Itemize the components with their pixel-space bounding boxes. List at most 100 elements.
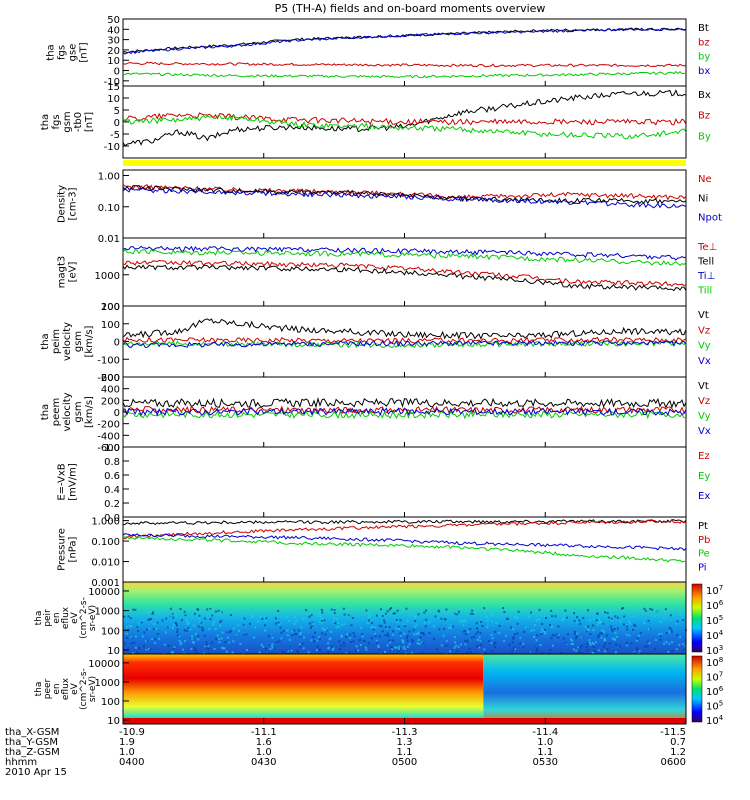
spectrogram-pixel <box>648 628 650 631</box>
spectrogram-pixel <box>437 609 440 612</box>
spectrogram-pixel <box>670 630 673 633</box>
spectrogram-pixel <box>271 636 274 639</box>
y-tick-label: 0.8 <box>104 457 120 468</box>
spectrogram-pixel <box>581 612 584 615</box>
spectrogram-pixel <box>494 641 497 644</box>
spectrogram-pixel <box>132 652 135 655</box>
spectrogram-pixel <box>179 643 182 646</box>
spectrogram-pixel <box>207 648 210 651</box>
spectrogram-pixel <box>319 621 321 623</box>
spectrogram-pixel <box>464 633 467 636</box>
spectrogram-pixel <box>269 644 272 647</box>
spectrogram-pixel <box>320 620 323 622</box>
spectrogram-pixel <box>349 633 351 636</box>
spectrogram-pixel <box>387 634 390 637</box>
spectrogram-pixel <box>563 613 566 615</box>
spectrogram-pixel <box>384 612 387 615</box>
spectrogram-pixel <box>600 620 603 623</box>
spectrogram-pixel <box>400 647 403 650</box>
spectrogram-pixel <box>575 635 578 638</box>
legend-entry: Vy <box>698 411 711 422</box>
spectrogram-pixel <box>128 625 131 627</box>
spectrogram-pixel <box>524 626 527 629</box>
spectrogram-pixel <box>644 645 646 648</box>
orbit-row-value: 0430 <box>251 757 276 768</box>
spectrogram-pixel <box>384 650 386 653</box>
spectrogram-pixel <box>333 612 336 615</box>
spectrogram-pixel <box>638 649 641 652</box>
spectrogram-pixel <box>419 631 422 634</box>
spectrogram-pixel <box>476 638 479 641</box>
y-tick-label: -200 <box>97 373 120 384</box>
spectrogram-pixel <box>280 637 283 640</box>
legend-entry: Bt <box>698 23 709 34</box>
spectrogram-pixel <box>398 628 401 630</box>
spectrogram-pixel <box>445 644 448 647</box>
spectrogram-pixel <box>592 624 594 627</box>
series-line-bz <box>122 61 687 68</box>
spectrogram-pixel <box>264 620 267 622</box>
y-axis-label: fgs <box>51 114 62 129</box>
spectrogram-pixel <box>218 641 221 644</box>
spectrogram-pixel <box>330 630 332 633</box>
spectrogram-pixel <box>212 623 215 626</box>
spectrogram-pixel <box>170 614 173 616</box>
spectrogram-pixel <box>277 621 280 624</box>
y-axis-label: [nT] <box>79 42 90 62</box>
spectrogram-pixel <box>549 649 552 651</box>
y-tick-label: 0.001 <box>91 578 120 589</box>
spectrogram-pixel <box>608 609 611 612</box>
spectrogram-pixel <box>572 648 575 651</box>
spectrogram-pixel <box>172 616 175 619</box>
spectrogram-pixel <box>388 639 391 642</box>
spectrogram-pixel <box>370 626 373 629</box>
spectrogram-pixel <box>397 647 400 650</box>
spectrogram-pixel <box>493 642 496 645</box>
spectrogram-pixel <box>213 648 216 650</box>
spectrogram-pixel <box>169 651 171 654</box>
y-tick-label: 200 <box>101 302 120 313</box>
spectrogram-pixel <box>338 647 341 650</box>
spectrogram-pixel <box>478 636 481 639</box>
y-tick-label: 0.01 <box>98 234 120 245</box>
spectrogram-pixel <box>229 631 232 634</box>
spectrogram-pixel <box>394 614 397 617</box>
spectrogram-pixel <box>352 632 355 635</box>
legend-entry: bx <box>698 66 710 77</box>
y-tick-label: -400 <box>97 431 120 442</box>
spectrogram-pixel <box>394 612 396 615</box>
spectrogram-pixel <box>425 609 427 612</box>
spectrogram-pixel <box>314 631 316 634</box>
spectrogram-pixel <box>145 648 148 651</box>
spectrogram-pixel <box>317 614 319 617</box>
spectrogram-pixel <box>575 620 578 623</box>
spectrogram-pixel <box>246 649 248 651</box>
spectrogram-pixel <box>219 624 222 627</box>
spectrogram-pixel <box>318 649 321 652</box>
spectrogram-pixel <box>454 641 457 644</box>
spectrogram-pixel <box>185 615 188 617</box>
spectrogram-pixel <box>586 609 589 612</box>
spectrogram-pixel <box>541 628 544 631</box>
spectrogram-pixel <box>285 610 288 613</box>
y-tick-label: 1.000 <box>91 517 120 528</box>
spectrogram-pixel <box>671 650 674 652</box>
colorbar-tick-label: 106 <box>706 685 724 698</box>
spectrogram-pixel <box>489 608 492 610</box>
y-axis-label: eflux <box>61 606 71 629</box>
series-line-Ni <box>122 185 687 205</box>
spectrogram-pixel <box>566 616 568 619</box>
spectrogram-pixel <box>376 641 379 644</box>
spectrogram-pixel <box>308 612 311 615</box>
spectrogram-pixel <box>610 628 613 631</box>
spectrogram-pixel <box>375 639 378 642</box>
spectrogram-pixel <box>287 650 290 653</box>
spectrogram-pixel <box>462 630 465 633</box>
legend-entry: Ne <box>698 174 712 185</box>
colorbar-tick-label: 105 <box>706 700 723 713</box>
spectrogram-pixel <box>265 617 268 620</box>
spectrogram-pixel <box>393 646 396 649</box>
spectrogram-pixel <box>353 635 356 637</box>
spectrogram-pixel <box>476 645 479 648</box>
spectrogram-pixel <box>221 647 224 650</box>
